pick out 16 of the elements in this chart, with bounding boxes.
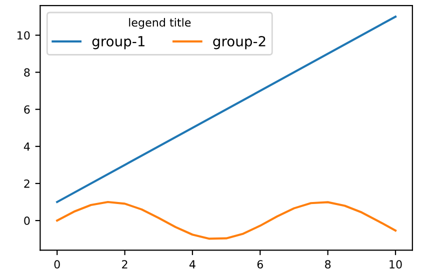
y-tick-label: 10	[18, 31, 30, 40]
x-tick-label: 8	[325, 260, 331, 269]
line-series	[56, 200, 397, 240]
y-tick-label: 8	[24, 68, 30, 77]
x-tick-label: 10	[390, 260, 402, 269]
legend-label: group-2	[213, 36, 266, 50]
x-tick-label: 4	[189, 260, 196, 268]
x-tick-label: 2	[122, 260, 128, 268]
y-tick-label: 4	[24, 142, 30, 151]
x-tick-label: 6	[257, 260, 263, 269]
legend-label: group-1	[92, 36, 144, 50]
y-tick-label: 2	[24, 179, 30, 188]
legend-title: legend title	[129, 18, 191, 29]
y-tick-label: 6	[24, 105, 30, 114]
y-tick-label: 0	[24, 216, 30, 225]
x-tick-label: 0	[54, 260, 60, 269]
